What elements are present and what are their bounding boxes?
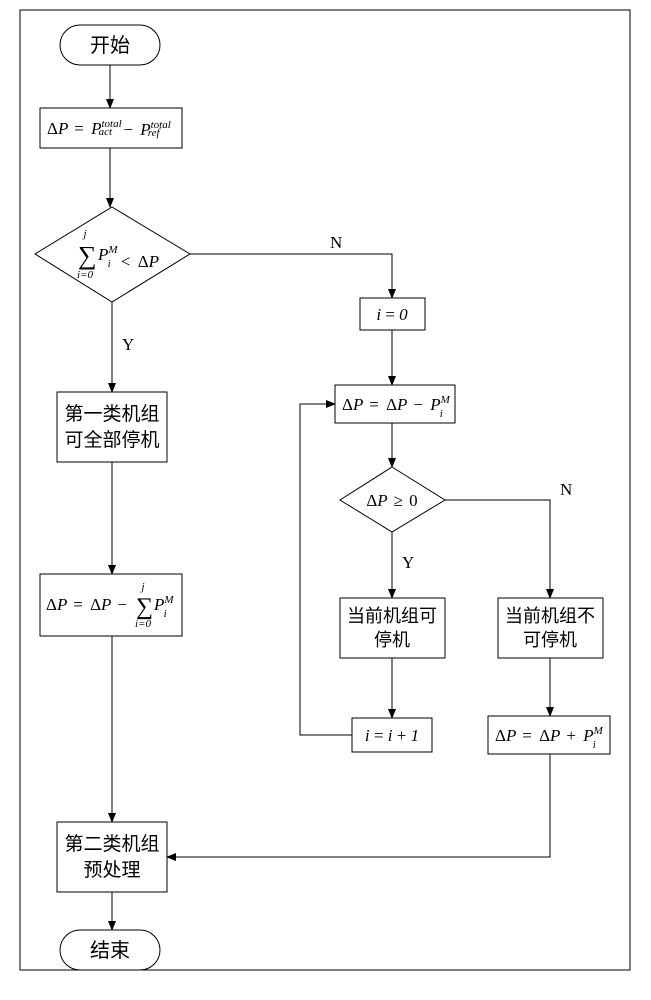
iinc-label: i = i + 1 xyxy=(365,726,419,745)
allstop-l1: 第一类机组 xyxy=(64,403,159,425)
edge-iinc-loop xyxy=(300,404,352,735)
label-y1: Y xyxy=(122,335,134,354)
label-n2: N xyxy=(560,480,572,499)
edge-cond1-i0 xyxy=(190,254,392,298)
curnostop-l2: 可停机 xyxy=(523,630,577,650)
curstop-l1: 当前机组可 xyxy=(347,606,437,626)
dpsub-sum-bot: i=0 xyxy=(135,618,151,630)
calcdp-formula: ΔP = Ptotalact − Ptotalref xyxy=(47,118,171,139)
flowchart-svg: 开始 ΔP = Ptotalact − Ptotalref ∑ j i=0 PM… xyxy=(0,0,651,1000)
edge-dpplus-pre2 xyxy=(167,754,550,857)
pre2-l1: 第二类机组 xyxy=(64,833,159,855)
label-n1: N xyxy=(330,233,342,252)
pre2-l2: 预处理 xyxy=(83,859,140,881)
i0-label: i = 0 xyxy=(376,305,408,324)
start-label: 开始 xyxy=(90,34,130,57)
curnostop-l1: 当前机组不 xyxy=(505,606,595,626)
node-cond2 xyxy=(340,467,445,532)
node-pre2 xyxy=(57,822,167,892)
label-y2: Y xyxy=(402,553,414,572)
end-label: 结束 xyxy=(90,939,130,962)
node-allstop xyxy=(57,392,167,462)
cond1-sum-bot: i=0 xyxy=(77,269,93,281)
edge-cond2-curnostop xyxy=(445,500,550,598)
dpsub-expr: ΔP = ΔP − xyxy=(46,595,127,614)
curstop-l2: 停机 xyxy=(374,630,410,650)
cond1-sum: ∑ xyxy=(78,241,97,270)
dpsub-sum: ∑ xyxy=(136,594,153,620)
allstop-l2: 可全部停机 xyxy=(64,429,159,451)
